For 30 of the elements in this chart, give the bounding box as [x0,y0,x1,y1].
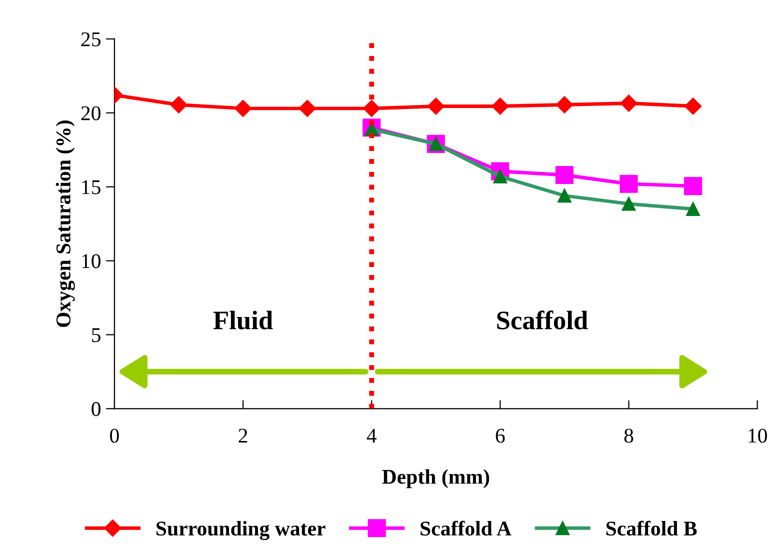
legend-label: Scaffold B [606,520,697,536]
point [234,100,252,117]
point [620,174,638,193]
y-axis-title: Oxygen Saturation (%) [56,120,75,327]
y-tick-label: 5 [92,328,100,342]
point [684,177,702,196]
point [170,96,188,114]
y-tick-label: 20 [81,106,100,120]
legend-label: Surrounding water [156,520,326,540]
point [684,98,702,115]
x-tick-label: 8 [624,428,634,443]
legend-label: Scaffold A [420,520,512,536]
annotation: Scaffold [497,310,588,330]
point [620,94,638,112]
x-tick-label: 4 [366,428,376,443]
y-tick-label: 15 [82,180,100,194]
point [556,96,574,114]
x-tick-label: 2 [238,428,248,443]
point [298,100,316,117]
y-tick-label: 25 [81,32,100,46]
annotation: Fluid [213,310,273,330]
x-tick-label: 10 [748,428,767,443]
x-tick-label: 6 [496,428,505,443]
point [427,98,444,115]
y-tick-label: 10 [82,254,100,268]
point [555,166,574,184]
x-tick-label: 0 [110,428,119,443]
x-axis-title: Depth (mm) [382,469,490,488]
point [492,98,509,115]
y-tick-label: 0 [92,402,100,416]
